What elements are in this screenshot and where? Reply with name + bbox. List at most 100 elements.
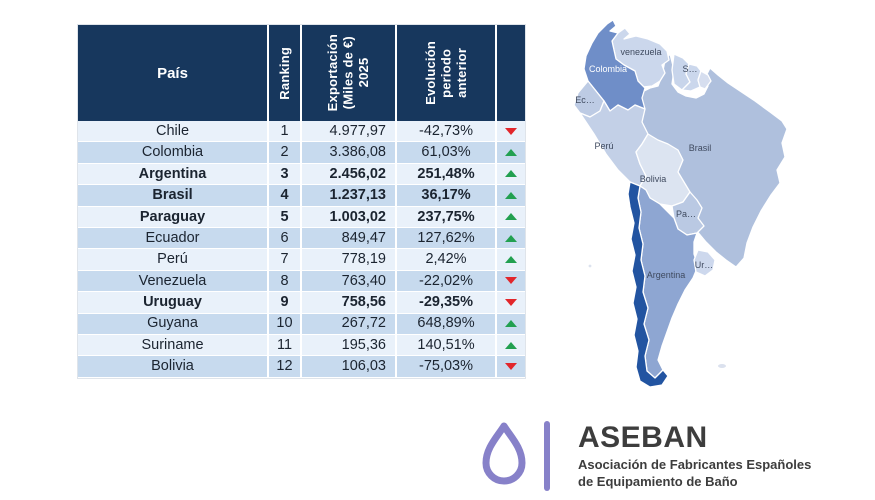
trend-arrow-icon xyxy=(505,298,517,306)
country-cell: Colombia xyxy=(78,142,269,163)
header-pais-label: País xyxy=(157,64,188,82)
trend-cell xyxy=(497,314,525,334)
table-row: Chile 1 4.977,97 -42,73% xyxy=(78,121,525,143)
logo-title: ASEBAN xyxy=(578,421,708,454)
map-label-brasil: Brasil xyxy=(689,143,712,153)
map-label-argentina: Argentina xyxy=(647,270,686,280)
ranking-cell: 10 xyxy=(269,313,302,334)
ranking-cell: 6 xyxy=(269,227,302,249)
evolution-cell: 61,03% xyxy=(397,142,497,163)
trend-cell xyxy=(497,356,525,376)
ranking-cell: 7 xyxy=(269,249,302,270)
export-value-cell: 1.003,02 xyxy=(302,206,397,227)
country-cell: Argentina xyxy=(78,163,269,185)
table-body: Chile 1 4.977,97 -42,73% Colombia 2 3.38… xyxy=(78,121,525,378)
logo-subtitle: Asociación de Fabricantes Españoles de E… xyxy=(578,457,811,491)
country-cell: Guyana xyxy=(78,313,269,334)
evolution-cell: 648,89% xyxy=(397,313,497,334)
trend-arrow-icon xyxy=(505,341,517,349)
map-country-uruguay xyxy=(693,249,716,277)
ranking-cell: 4 xyxy=(269,185,302,206)
table-row: Ecuador 6 849,47 127,62% xyxy=(78,227,525,250)
country-cell: Suriname xyxy=(78,334,269,356)
export-value-cell: 778,19 xyxy=(302,249,397,270)
table-row: Brasil 4 1.237,13 36,17% xyxy=(78,185,525,207)
map-label-ecuador: Ec… xyxy=(575,95,595,105)
ranking-cell: 5 xyxy=(269,206,302,227)
trend-arrow-icon xyxy=(505,277,517,285)
trend-cell xyxy=(497,249,525,269)
table-row: Guyana 10 267,72 648,89% xyxy=(78,313,525,335)
map-label-colombia: Colombia xyxy=(589,64,627,74)
map-country-chile xyxy=(627,181,669,388)
table-row: Paraguay 5 1.003,02 237,75% xyxy=(78,206,525,228)
map-label-uruguay: Ur… xyxy=(695,260,714,270)
export-value-cell: 1.237,13 xyxy=(302,185,397,206)
header-evolucion-label: Evolución periodo anterior xyxy=(422,41,469,105)
ranking-cell: 1 xyxy=(269,121,302,142)
logo-divider-bar xyxy=(544,421,550,491)
trend-cell xyxy=(497,164,525,184)
table-row: Suriname 11 195,36 140,51% xyxy=(78,334,525,357)
ranking-cell: 2 xyxy=(269,142,302,163)
island-dot-decoration xyxy=(588,264,592,268)
table-row: Venezuela 8 763,40 -22,02% xyxy=(78,270,525,293)
header-exportacion-label: Exportación (Miles de €) 2025 xyxy=(325,34,372,112)
table-header-row: País Ranking Exportación (Miles de €) 20… xyxy=(78,25,525,121)
evolution-cell: 36,17% xyxy=(397,185,497,206)
trend-arrow-icon xyxy=(505,256,517,264)
country-cell: Chile xyxy=(78,121,269,142)
trend-arrow-icon xyxy=(505,191,517,199)
ranking-cell: 11 xyxy=(269,334,302,356)
trend-cell xyxy=(497,292,525,312)
header-trend xyxy=(497,25,525,121)
trend-arrow-icon xyxy=(505,320,517,328)
logo-subtitle-line1: Asociación de Fabricantes Españoles xyxy=(578,457,812,472)
header-exportacion: Exportación (Miles de €) 2025 xyxy=(302,25,397,121)
trend-cell xyxy=(497,207,525,227)
export-value-cell: 849,47 xyxy=(302,227,397,249)
map-label-venezuela: venezuela xyxy=(620,47,661,57)
export-table: País Ranking Exportación (Miles de €) 20… xyxy=(78,25,525,378)
header-ranking-label: Ranking xyxy=(276,46,292,100)
export-value-cell: 195,36 xyxy=(302,334,397,356)
evolution-cell: -42,73% xyxy=(397,121,497,142)
table-row: Argentina 3 2.456,02 251,48% xyxy=(78,163,525,186)
logo-subtitle-line2: de Equipamiento de Baño xyxy=(578,473,738,489)
trend-cell xyxy=(497,121,525,141)
ranking-cell: 9 xyxy=(269,292,302,313)
south-america-map: venezuela Colombia S… Ec… Perú Brasil Bo… xyxy=(573,19,788,388)
country-cell: Brasil xyxy=(78,185,269,206)
country-cell: Paraguay xyxy=(78,206,269,227)
trend-arrow-icon xyxy=(505,127,517,135)
export-value-cell: 267,72 xyxy=(302,313,397,334)
country-cell: Ecuador xyxy=(78,227,269,249)
map-country-guyane xyxy=(697,70,712,90)
trend-arrow-icon xyxy=(505,170,517,178)
evolution-cell: 140,51% xyxy=(397,334,497,356)
country-cell: Bolivia xyxy=(78,356,269,377)
export-value-cell: 106,03 xyxy=(302,356,397,377)
map-country-colombia xyxy=(583,19,646,112)
evolution-cell: 237,75% xyxy=(397,206,497,227)
country-cell: Perú xyxy=(78,249,269,270)
country-cell: Venezuela xyxy=(78,270,269,292)
map-country-suriname xyxy=(681,63,702,92)
evolution-cell: -29,35% xyxy=(397,292,497,313)
trend-cell xyxy=(497,185,525,205)
table-row: Perú 7 778,19 2,42% xyxy=(78,249,525,271)
trend-cell xyxy=(497,228,525,248)
trend-arrow-icon xyxy=(505,362,517,370)
export-value-cell: 2.456,02 xyxy=(302,163,397,185)
header-evolucion: Evolución periodo anterior xyxy=(397,25,497,121)
export-value-cell: 763,40 xyxy=(302,270,397,292)
evolution-cell: -22,02% xyxy=(397,270,497,292)
trend-arrow-icon xyxy=(505,213,517,221)
ranking-cell: 3 xyxy=(269,163,302,185)
ranking-cell: 12 xyxy=(269,356,302,377)
map-label-paraguay: Pa… xyxy=(676,209,696,219)
table-row: Uruguay 9 758,56 -29,35% xyxy=(78,292,525,314)
water-drop-icon xyxy=(482,422,526,485)
map-label-bolivia: Bolivia xyxy=(640,174,667,184)
